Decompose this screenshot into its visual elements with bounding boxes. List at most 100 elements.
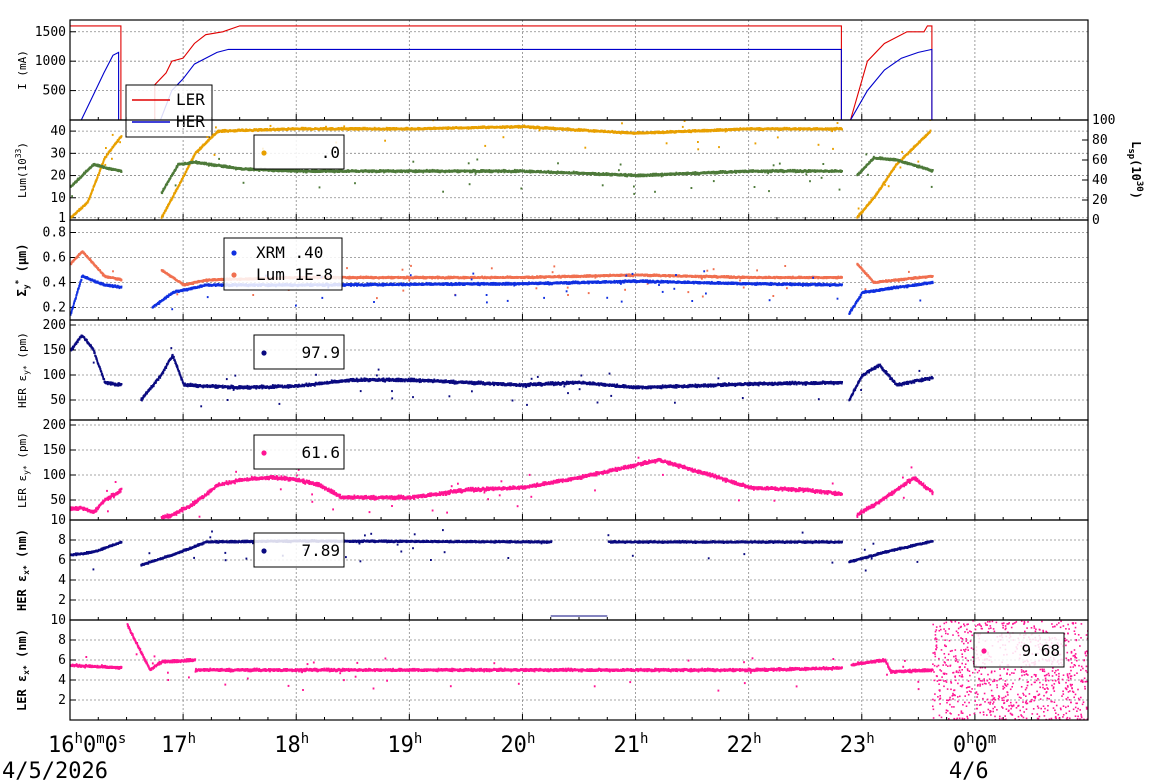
point [602,172,605,175]
y-tick-label: 20 [50,169,66,184]
point [104,163,107,166]
point [174,184,177,187]
point [633,185,635,188]
point [718,146,720,149]
point [117,140,119,143]
point [619,163,622,166]
legend-label: HER [176,112,205,131]
point [715,130,718,132]
point [207,139,210,142]
point [206,140,209,143]
point [881,184,884,187]
point [901,158,904,161]
series-line [70,25,1088,120]
point [207,164,210,167]
point [120,135,123,138]
y-tick-label: 1 [58,211,66,226]
point [412,160,415,163]
point [176,164,179,167]
point [322,170,324,173]
point [105,155,108,158]
point [90,191,93,194]
point [397,170,399,173]
point [561,129,564,131]
point [103,158,106,161]
point [71,195,73,198]
point [378,169,381,172]
point [105,147,107,149]
point [171,197,174,200]
point [180,179,183,182]
point [442,190,444,193]
point [242,128,244,131]
y-axis-label: Lum(1033) [14,142,29,198]
point [262,169,265,172]
y-right-label: Lsp(1030) [1126,141,1144,199]
point [98,172,101,174]
point [502,136,505,139]
point [85,203,88,206]
point [351,128,354,131]
point [172,194,175,197]
point [557,162,559,165]
point [584,146,587,149]
point [88,198,91,201]
point [85,170,87,173]
series-points [70,153,934,198]
point [642,173,644,176]
point [176,166,179,169]
y-right-tick-label: 100 [1092,113,1115,128]
point [258,169,261,172]
y-right-tick-label: 60 [1092,153,1108,168]
point [94,182,96,185]
point [886,177,889,180]
point [605,172,608,175]
y-axis-label: I (mA) [16,50,29,90]
point [560,127,563,130]
point [162,214,164,217]
panel-luminosity: 110203040020406080100Lsp(1030)Lum(1033).… [14,113,1144,228]
point [384,139,386,142]
point [776,136,779,139]
point [620,132,622,135]
point [87,200,90,203]
point [362,171,364,174]
point [683,120,686,122]
point [102,161,104,164]
point [876,192,878,195]
series-line [70,48,1088,120]
point [74,224,76,226]
point [81,207,84,210]
point [269,124,272,127]
point [481,170,484,173]
point [102,160,105,163]
point [80,208,82,211]
point [407,171,410,174]
point [111,133,114,136]
point [88,196,91,199]
point [242,181,245,184]
point [110,167,113,170]
y-right-tick-label: 40 [1092,173,1108,188]
point [724,130,727,133]
point [660,175,663,178]
point [917,160,920,163]
point [817,143,820,146]
point [185,170,188,173]
point [215,126,217,129]
point [120,170,123,173]
point [221,164,224,167]
point [653,174,656,177]
point [166,206,169,209]
point [399,171,402,173]
point [192,157,194,160]
point [540,169,542,172]
point [552,126,555,129]
point [167,204,170,207]
point [538,129,541,132]
point [107,152,110,155]
point [395,127,398,129]
legend-label: LER [176,90,205,109]
